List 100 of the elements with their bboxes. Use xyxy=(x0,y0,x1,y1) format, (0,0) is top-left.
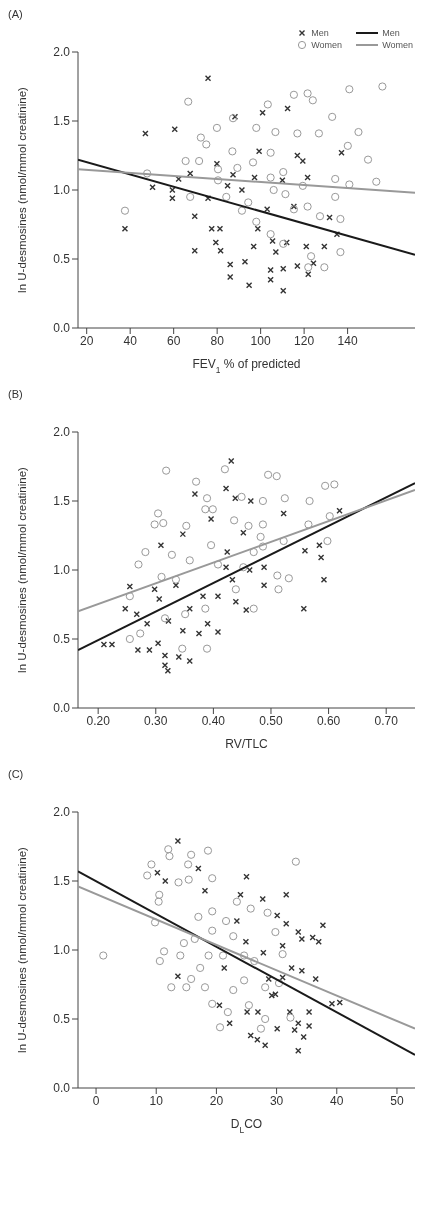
point xyxy=(298,935,306,943)
point xyxy=(187,850,196,859)
point xyxy=(255,148,263,155)
point xyxy=(232,598,240,605)
point xyxy=(305,1022,313,1030)
point xyxy=(181,610,190,619)
x-tick-label: 40 xyxy=(123,333,138,348)
y-tick-label: 1.0 xyxy=(53,563,71,578)
point xyxy=(202,140,211,149)
point xyxy=(343,141,352,150)
point xyxy=(272,248,280,256)
point xyxy=(269,185,278,195)
point xyxy=(298,181,307,190)
point xyxy=(309,934,316,941)
point xyxy=(280,287,287,294)
point xyxy=(199,593,207,600)
point xyxy=(200,983,210,992)
point xyxy=(178,644,187,653)
point xyxy=(171,126,178,133)
point xyxy=(218,951,228,960)
point xyxy=(181,156,190,166)
point xyxy=(305,1008,313,1016)
point xyxy=(147,860,156,869)
point xyxy=(245,282,253,289)
point xyxy=(154,897,163,906)
point xyxy=(304,520,313,529)
x-axis-title: D$_{L}$CO xyxy=(230,1117,263,1135)
point xyxy=(150,520,159,529)
point xyxy=(217,247,224,254)
point xyxy=(305,270,312,278)
point xyxy=(252,217,261,226)
y-tick-label: 2.0 xyxy=(53,425,71,440)
point xyxy=(323,536,332,546)
point xyxy=(174,878,183,887)
point xyxy=(216,1002,223,1009)
point xyxy=(308,96,317,105)
point xyxy=(336,507,343,514)
point xyxy=(303,89,312,98)
point xyxy=(184,860,193,869)
point xyxy=(295,1019,302,1027)
point xyxy=(289,90,298,99)
point xyxy=(156,595,163,603)
point xyxy=(254,1036,261,1043)
point xyxy=(284,574,293,583)
chart-title: (B) xyxy=(8,388,24,402)
point xyxy=(224,548,231,556)
point xyxy=(256,532,265,541)
point xyxy=(184,875,193,884)
point xyxy=(159,947,169,956)
point xyxy=(133,610,140,618)
point xyxy=(120,206,130,215)
point xyxy=(299,157,307,165)
point xyxy=(258,542,268,551)
point xyxy=(326,214,333,221)
point xyxy=(226,261,234,268)
point xyxy=(179,939,189,948)
point xyxy=(241,258,249,265)
point xyxy=(196,133,205,142)
point xyxy=(208,874,217,883)
point xyxy=(237,492,246,501)
point xyxy=(126,583,134,590)
point xyxy=(266,148,275,157)
y-tick-label: 1.5 xyxy=(53,114,71,129)
point xyxy=(134,560,143,569)
point xyxy=(354,127,363,137)
x-tick-label: 0.50 xyxy=(259,713,283,728)
point xyxy=(125,592,134,601)
point xyxy=(143,620,151,628)
point xyxy=(319,921,327,929)
point xyxy=(256,1024,266,1033)
point xyxy=(331,174,340,184)
point xyxy=(157,541,165,549)
x-tick-label: 10 xyxy=(149,1093,164,1108)
point xyxy=(151,586,158,593)
point xyxy=(208,999,217,1008)
point xyxy=(363,155,373,164)
point xyxy=(330,480,339,489)
point xyxy=(331,192,340,201)
point xyxy=(149,184,156,191)
point xyxy=(186,192,195,201)
y-tick-label: 1.5 xyxy=(53,874,71,889)
point xyxy=(272,472,281,481)
point xyxy=(186,605,193,612)
point xyxy=(271,927,280,937)
y-tick-label: 1.0 xyxy=(53,943,71,958)
chart-title: (A) xyxy=(8,8,24,22)
point xyxy=(213,560,223,569)
point xyxy=(204,75,212,82)
point xyxy=(222,564,230,571)
point xyxy=(242,938,250,945)
point xyxy=(266,230,275,239)
y-tick-label: 0.0 xyxy=(53,1081,71,1096)
point xyxy=(345,85,354,94)
point xyxy=(315,212,325,221)
y-axis-title: ln U-desmosines (nmol/mmol creatinine) xyxy=(16,846,28,1053)
point xyxy=(286,1013,295,1022)
point xyxy=(174,837,182,845)
point xyxy=(372,177,381,186)
point xyxy=(226,273,234,281)
x-tick-label: 100 xyxy=(250,333,271,348)
